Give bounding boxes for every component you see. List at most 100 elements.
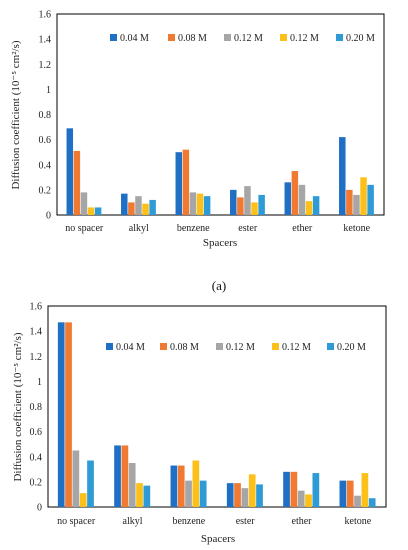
chart-a-y-tick-label: 0.6 bbox=[39, 135, 52, 146]
chart-a-bar bbox=[175, 152, 183, 215]
chart-b-bar bbox=[297, 490, 305, 507]
chart-a-legend-label: 0.08 M bbox=[178, 33, 207, 44]
chart-b-y-tick-label: 1.6 bbox=[30, 302, 43, 313]
chart-b-y-tick-label: 0.8 bbox=[30, 402, 43, 413]
chart-b-y-tick-label: 1.4 bbox=[30, 327, 43, 338]
chart-b-bar bbox=[248, 474, 256, 507]
chart-b-legend-swatch bbox=[160, 343, 167, 350]
chart-b-x-tick-label: ketone bbox=[345, 516, 372, 527]
chart-b-bar bbox=[185, 480, 192, 507]
chart-a-x-tick-label: ester bbox=[238, 223, 258, 234]
chart-a-bar bbox=[284, 182, 292, 215]
chart-a-legend-label: 0.04 M bbox=[120, 33, 149, 44]
chart-a-legend-swatch bbox=[110, 34, 117, 41]
chart-a-y-tick-label: 1.4 bbox=[39, 35, 52, 46]
chart-a-bar bbox=[189, 192, 197, 215]
chart-a-bar bbox=[298, 184, 306, 215]
chart-b-bar bbox=[192, 460, 200, 507]
chart-b-bar bbox=[143, 485, 151, 507]
chart-b: 0 0.2 0.4 0.6 0.8 1 1.2 1.4 1.6 no spacer alkyl be… bbox=[12, 302, 387, 545]
chart-b-legend-label: 0.04 M bbox=[116, 342, 145, 353]
chart-a-bars bbox=[66, 128, 374, 216]
chart-a-bar bbox=[353, 194, 360, 215]
chart-b-legend-swatch bbox=[272, 343, 279, 350]
chart-b-bar bbox=[177, 465, 185, 507]
chart-a-legend-label: 0.12 M bbox=[234, 33, 263, 44]
chart-a-x-ticks: no spacer alkyl benzene ester ether ketone bbox=[65, 223, 370, 234]
chart-b-frame bbox=[47, 305, 387, 508]
chart-a-x-tick-label: benzene bbox=[177, 223, 210, 234]
chart-a-bar bbox=[251, 202, 258, 215]
chart-b-legend-label: 0.12 M bbox=[226, 342, 255, 353]
chart-a-legend-swatch bbox=[224, 34, 231, 41]
chart-b-bars bbox=[57, 322, 376, 507]
chart-b-bar bbox=[136, 483, 143, 507]
chart-b-legend-label: 0.12 M bbox=[282, 342, 311, 353]
chart-a-y-tick-label: 0.4 bbox=[39, 160, 52, 171]
chart-a-x-tick-label: ketone bbox=[343, 223, 370, 234]
chart-a-bar bbox=[244, 186, 251, 215]
chart-b-x-ticks: no spacer alkyl benzene ester ether ketone bbox=[57, 516, 372, 527]
chart-a-legend-label: 0.20 M bbox=[346, 33, 375, 44]
chart-a-y-ticks: 0 0.2 0.4 0.6 0.8 1 1.2 1.4 1.6 bbox=[39, 10, 52, 222]
chart-b-bar bbox=[368, 498, 376, 507]
chart-a-bar bbox=[80, 192, 88, 215]
chart-a-bar bbox=[360, 177, 367, 215]
chart-a-bar bbox=[121, 193, 128, 215]
chart-a-bar bbox=[203, 196, 211, 215]
chart-a-bar bbox=[305, 201, 313, 215]
chart-a-bar bbox=[128, 202, 135, 215]
chart-b-bar bbox=[87, 460, 94, 507]
chart-b-x-tick-label: ester bbox=[236, 516, 256, 527]
chart-a-bar bbox=[346, 189, 353, 216]
chart-a-y-tick-label: 0 bbox=[46, 211, 51, 222]
chart-a-y-tick-label: 1 bbox=[46, 85, 51, 96]
chart-a-legend-swatch bbox=[336, 34, 343, 41]
chart-b-bar bbox=[128, 463, 136, 507]
chart-a-bar bbox=[230, 189, 237, 216]
chart-b-bar bbox=[226, 483, 234, 507]
chart-b-bar bbox=[234, 483, 241, 507]
chart-b-bar bbox=[305, 494, 312, 507]
chart-a-bar bbox=[339, 137, 346, 215]
chart-a-y-axis-title: Diffusion coefficient (10⁻⁵ cm²/s) bbox=[10, 40, 22, 189]
chart-a-x-axis-title: Spacers bbox=[203, 237, 237, 249]
chart-b-bar bbox=[79, 493, 87, 507]
chart-a-legend-swatch bbox=[168, 34, 175, 41]
chart-a-frame bbox=[56, 13, 385, 216]
chart-a-bar bbox=[182, 149, 190, 215]
panel-a-label: (a) bbox=[212, 278, 226, 293]
chart-a-x-tick-label: ether bbox=[292, 223, 313, 234]
chart-b-bar bbox=[57, 322, 65, 507]
chart-a-x-tick-label: no spacer bbox=[65, 223, 104, 234]
chart-b-x-axis-title: Spacers bbox=[201, 533, 235, 545]
chart-a-bar bbox=[66, 128, 74, 215]
chart-b-x-tick-label: no spacer bbox=[57, 516, 96, 527]
chart-b-y-ticks: 0 0.2 0.4 0.6 0.8 1 1.2 1.4 1.6 bbox=[30, 302, 43, 514]
chart-a-bar bbox=[87, 207, 95, 215]
chart-b-bar bbox=[354, 495, 361, 507]
chart-b-legend-swatch bbox=[106, 343, 113, 350]
chart-b-bar bbox=[121, 445, 129, 507]
chart-a-bar bbox=[135, 196, 142, 215]
chart-a-legend: 0.04 M 0.08 M 0.12 M 0.12 M 0.20 M bbox=[110, 33, 375, 44]
chart-b-y-tick-label: 0 bbox=[37, 503, 42, 514]
chart-b-y-axis-title: Diffusion coefficient (10⁻⁵ cm²/s) bbox=[12, 332, 24, 481]
chart-a-bar bbox=[312, 196, 320, 215]
chart-b-y-tick-label: 1 bbox=[37, 377, 42, 388]
chart-b-bar bbox=[361, 473, 369, 507]
chart-a-bar bbox=[142, 203, 149, 215]
chart-a-x-tick-label: alkyl bbox=[129, 223, 149, 234]
chart-b-bar bbox=[339, 480, 347, 507]
chart-b-bar bbox=[72, 450, 80, 507]
chart-a-bar bbox=[291, 171, 299, 215]
chart-a-y-tick-label: 0.2 bbox=[39, 185, 52, 196]
chart-a-bar bbox=[258, 194, 265, 215]
chart-b-y-tick-label: 0.2 bbox=[30, 477, 43, 488]
chart-a-y-tick-label: 0.8 bbox=[39, 110, 52, 121]
chart-b-x-tick-label: alkyl bbox=[123, 516, 143, 527]
chart-b-bar bbox=[199, 480, 207, 507]
chart-a-bar bbox=[73, 150, 81, 215]
chart-b-legend-label: 0.08 M bbox=[170, 342, 199, 353]
